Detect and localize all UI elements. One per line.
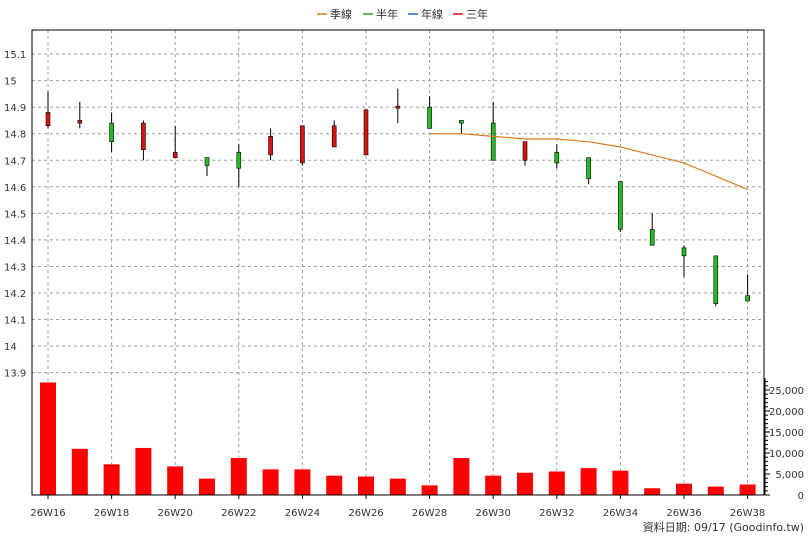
legend-label-year: 年線 bbox=[421, 7, 443, 21]
price-axis: 13.9 14 14.1 14.2 14.3 14.4 14.5 14.6 14.7 14.8 14… bbox=[4, 50, 26, 380]
volume-tick-label: 20,000 bbox=[769, 407, 804, 418]
volume-bars bbox=[40, 382, 756, 495]
volume-tick-label: 5,000 bbox=[775, 470, 804, 481]
price-tick-label: 15 bbox=[4, 77, 17, 88]
x-axis: 26W16 26W18 26W20 26W22 26W24 26W26 26W28 26W30… bbox=[30, 495, 765, 519]
volume-bar bbox=[644, 488, 661, 495]
plot-frame bbox=[31, 29, 765, 496]
candle-body bbox=[649, 228, 655, 246]
x-tick-label: 26W28 bbox=[412, 508, 447, 519]
candle-body bbox=[554, 151, 560, 164]
candle-body bbox=[713, 255, 719, 304]
volume-bar bbox=[453, 458, 470, 495]
volume-bar bbox=[326, 475, 343, 495]
volume-bar bbox=[389, 478, 406, 495]
candles bbox=[45, 88, 750, 307]
volume-bar bbox=[294, 469, 311, 495]
candle-body bbox=[109, 122, 114, 142]
candle-body bbox=[459, 120, 464, 124]
x-tick-label: 26W34 bbox=[603, 508, 638, 519]
candle-body bbox=[172, 151, 178, 158]
price-tick-label: 14.3 bbox=[4, 262, 26, 273]
x-tick-label: 26W24 bbox=[285, 508, 320, 519]
price-tick-label: 14.4 bbox=[4, 236, 26, 247]
candle-body bbox=[331, 125, 337, 148]
volume-bar bbox=[612, 470, 629, 495]
candle-body bbox=[204, 157, 210, 166]
moving-average-lines bbox=[429, 133, 748, 191]
volume-bar bbox=[676, 483, 692, 495]
candle-body bbox=[745, 295, 750, 302]
candle-body bbox=[427, 106, 432, 129]
x-tick-label: 26W20 bbox=[158, 508, 193, 519]
volume-bar bbox=[40, 382, 56, 495]
candle-body bbox=[236, 151, 242, 169]
price-tick-label: 15.1 bbox=[4, 50, 26, 61]
legend-label-3year: 三年 bbox=[466, 7, 488, 21]
candle-body bbox=[77, 120, 83, 124]
x-tick-label: 26W38 bbox=[730, 508, 765, 519]
volume-bar bbox=[167, 466, 184, 495]
candle-body bbox=[268, 136, 273, 156]
volume-tick-label: 25,000 bbox=[769, 386, 804, 397]
candle-body bbox=[363, 109, 369, 156]
x-tick-label: 26W22 bbox=[221, 508, 256, 519]
candle-body bbox=[681, 247, 687, 257]
footer-source: 資料日期: 09/17 (Goodinfo.tw) bbox=[643, 520, 804, 534]
candle-body bbox=[490, 122, 496, 161]
x-tick-label: 26W18 bbox=[94, 508, 129, 519]
candle-body bbox=[618, 181, 623, 230]
volume-bar bbox=[739, 484, 756, 495]
volume-bar bbox=[580, 468, 597, 495]
x-tick-label: 26W32 bbox=[539, 508, 574, 519]
volume-axis: 0 5,000 10,000 15,000 20,000 25,000 bbox=[764, 378, 804, 502]
legend-label-quarter: 季線 bbox=[330, 7, 352, 21]
x-tick-label: 26W16 bbox=[30, 508, 65, 519]
legend-label-halfyear: 半年 bbox=[376, 7, 398, 21]
volume-bar bbox=[358, 476, 374, 495]
candle-body bbox=[395, 105, 401, 109]
volume-bar bbox=[548, 471, 565, 495]
volume-bar bbox=[135, 447, 152, 495]
volume-bar bbox=[485, 475, 502, 495]
price-tick-label: 14 bbox=[4, 342, 17, 353]
volume-bar bbox=[199, 478, 215, 495]
candle-body bbox=[45, 112, 51, 127]
price-tick-label: 14.5 bbox=[4, 209, 26, 220]
ma-quarter-line bbox=[429, 133, 748, 191]
volume-bar bbox=[230, 458, 247, 495]
volume-tick-label: 10,000 bbox=[769, 449, 804, 460]
candle-body bbox=[300, 125, 305, 164]
volume-tick-label: 0 bbox=[798, 491, 804, 502]
volume-bar bbox=[103, 464, 120, 495]
candle-body bbox=[586, 157, 591, 180]
candle-body bbox=[522, 141, 528, 161]
x-tick-label: 26W30 bbox=[476, 508, 511, 519]
volume-bar bbox=[262, 469, 279, 495]
volume-bar bbox=[71, 448, 88, 495]
price-tick-label: 14.7 bbox=[4, 156, 26, 167]
volume-bar bbox=[517, 472, 533, 495]
price-tick-label: 13.9 bbox=[4, 369, 26, 380]
volume-tick-label: 15,000 bbox=[769, 428, 804, 439]
price-tick-label: 14.2 bbox=[4, 289, 26, 300]
price-tick-label: 14.1 bbox=[4, 316, 26, 327]
x-tick-label: 26W36 bbox=[666, 508, 701, 519]
volume-bar bbox=[707, 486, 724, 495]
x-tick-label: 26W26 bbox=[348, 508, 383, 519]
price-tick-label: 14.8 bbox=[4, 130, 26, 141]
candle-body bbox=[141, 122, 146, 150]
price-tick-label: 14.9 bbox=[4, 103, 26, 114]
legend: 季線 半年 年線 三年 bbox=[317, 7, 488, 21]
volume-bar bbox=[421, 485, 438, 495]
price-tick-label: 14.6 bbox=[4, 183, 26, 194]
